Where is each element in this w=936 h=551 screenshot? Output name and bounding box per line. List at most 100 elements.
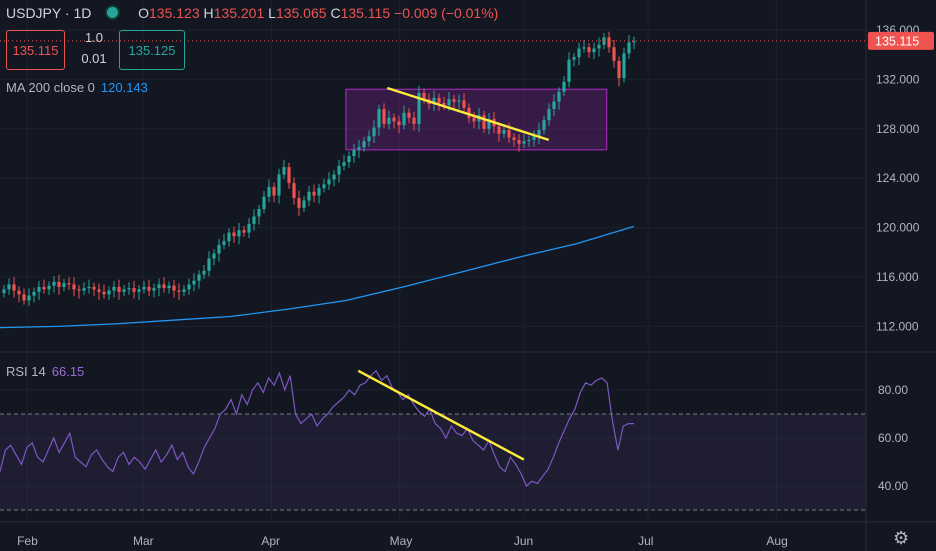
candle-body xyxy=(202,270,206,275)
candle-body xyxy=(622,53,626,79)
candle-body xyxy=(62,283,66,287)
candle-body xyxy=(407,112,411,118)
change-value: −0.009 (−0.01%) xyxy=(394,5,499,21)
candle-body xyxy=(462,100,466,108)
candle-body xyxy=(212,253,216,259)
candle-body xyxy=(362,141,366,148)
candle-body xyxy=(242,230,246,233)
candle-body xyxy=(287,167,291,184)
date-tick-label: Feb xyxy=(17,534,38,548)
candle-body xyxy=(7,284,11,290)
candle-body xyxy=(507,130,511,138)
candle-body xyxy=(172,285,176,291)
grid xyxy=(0,0,866,522)
candle-body xyxy=(612,47,616,61)
candle-body xyxy=(262,196,266,210)
candle-body xyxy=(367,136,371,142)
candle-body xyxy=(312,191,316,196)
candle-body xyxy=(377,109,381,128)
ma-200-line xyxy=(0,225,635,329)
candle-body xyxy=(422,92,426,100)
candle-body xyxy=(232,232,236,237)
candle-body xyxy=(432,97,436,105)
candle-body xyxy=(552,101,556,110)
rsi-legend[interactable]: RSI 14 66.15 xyxy=(6,364,84,379)
candle-body xyxy=(137,289,141,292)
ma-line xyxy=(0,225,635,329)
candle-body xyxy=(82,288,86,291)
candle-body xyxy=(217,244,221,254)
candle-body xyxy=(547,109,551,121)
candle-body xyxy=(32,291,36,296)
candle-body xyxy=(497,126,501,134)
candle-body xyxy=(557,91,561,102)
candle-body xyxy=(442,102,446,106)
candle-body xyxy=(282,167,286,175)
ma-legend-label: MA 200 close 0 xyxy=(6,80,95,95)
candlestick-series xyxy=(2,31,636,307)
sell-button[interactable]: 135.115 xyxy=(6,30,65,70)
gear-icon[interactable]: ⚙ xyxy=(893,528,910,548)
candle-body xyxy=(607,37,611,48)
candle-body xyxy=(487,118,491,129)
candle-body xyxy=(157,284,161,289)
candle-body xyxy=(327,179,331,185)
price-tick-label: 132.000 xyxy=(876,72,920,86)
candle-body xyxy=(27,295,31,301)
candle-body xyxy=(57,281,61,287)
rsi-line xyxy=(0,369,634,487)
lot-size[interactable]: 1.0 xyxy=(84,30,104,45)
close-value: 135.115 xyxy=(340,5,391,21)
separator: · xyxy=(64,5,74,21)
candle-body xyxy=(392,117,396,122)
ma-legend[interactable]: MA 200 close 0 120.143 xyxy=(6,80,148,95)
candle-body xyxy=(297,197,301,208)
candle-body xyxy=(472,117,476,122)
candle-body xyxy=(402,112,406,126)
candle-body xyxy=(452,99,456,102)
candle-body xyxy=(317,188,321,196)
price-tick-label: 124.000 xyxy=(876,171,920,185)
candle-body xyxy=(77,289,81,291)
candle-body xyxy=(122,289,126,292)
candle-body xyxy=(127,288,131,290)
date-tick-label: Jul xyxy=(638,534,653,548)
candle-body xyxy=(102,291,106,295)
candle-body xyxy=(272,186,276,196)
buy-button[interactable]: 135.125 xyxy=(119,30,185,70)
low-label: L xyxy=(268,5,276,21)
candle-body xyxy=(247,223,251,233)
open-label: O xyxy=(138,5,150,21)
candle-body xyxy=(372,127,376,137)
candle-body xyxy=(237,230,241,237)
candle-body xyxy=(517,139,521,144)
candle-body xyxy=(292,183,296,198)
candle-body xyxy=(322,184,326,189)
candle-body xyxy=(577,48,581,58)
rsi-tick-label: 80.00 xyxy=(878,383,908,397)
candle-body xyxy=(412,117,416,124)
candle-body xyxy=(337,165,341,175)
candle-body xyxy=(187,284,191,290)
candle-body xyxy=(537,130,541,137)
rsi-pane xyxy=(0,369,866,511)
candle-body xyxy=(52,281,56,286)
date-tick-label: Jun xyxy=(514,534,533,548)
candle-body xyxy=(267,186,271,197)
symbol-name[interactable]: USDJPY xyxy=(6,5,61,21)
candle-body xyxy=(632,41,636,43)
symbol-header: USDJPY · 1D O135.123 H135.201 L135.065 C… xyxy=(6,5,498,21)
date-tick-label: Apr xyxy=(261,534,280,548)
price-tick-label: 120.000 xyxy=(876,221,920,235)
rsi-legend-label: RSI 14 xyxy=(6,364,46,379)
rsi-tick-label: 60.00 xyxy=(878,431,908,445)
last-price-label: 135.115 xyxy=(875,34,919,48)
candle-body xyxy=(182,289,186,292)
trendlines[interactable] xyxy=(357,86,550,461)
candle-body xyxy=(332,174,336,180)
price-trendline xyxy=(386,86,550,142)
interval-label[interactable]: 1D xyxy=(73,5,92,21)
candle-body xyxy=(152,288,156,291)
